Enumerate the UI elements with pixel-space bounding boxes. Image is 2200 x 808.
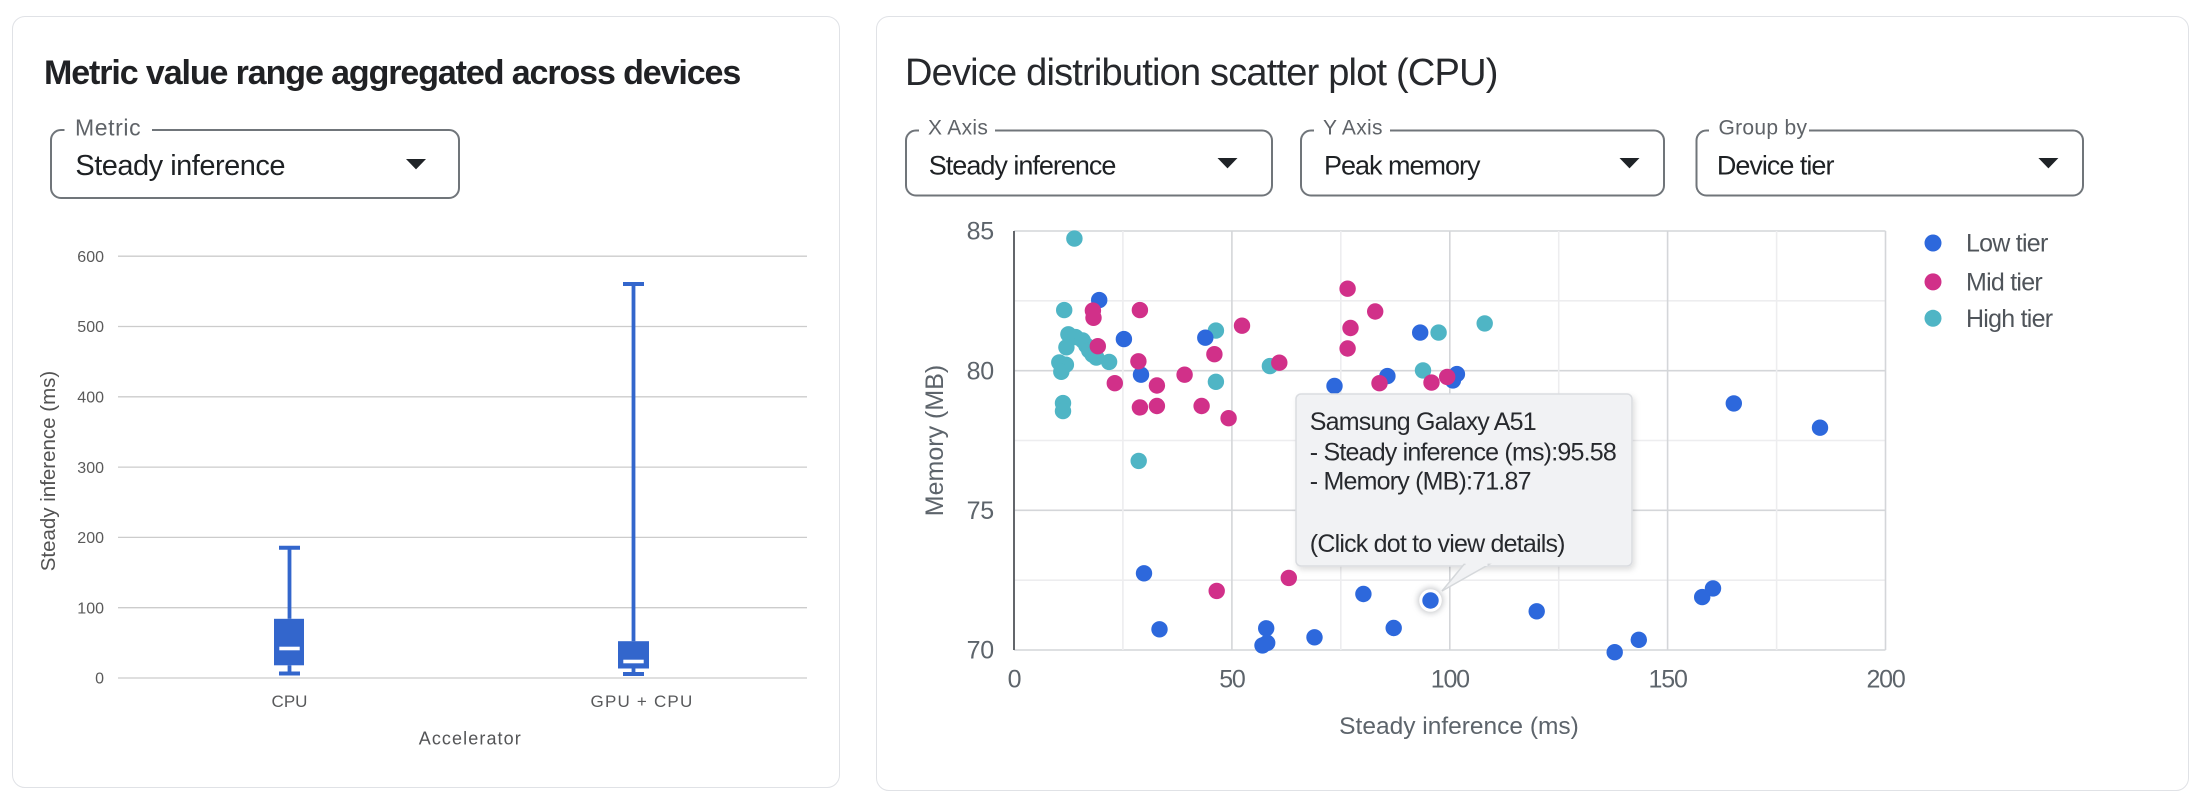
svg-text:Peak memory: Peak memory (1324, 151, 1481, 181)
svg-text:300: 300 (77, 460, 104, 477)
svg-text:Steady inference: Steady inference (75, 150, 285, 182)
svg-text:75: 75 (967, 497, 994, 525)
svg-text:X Axis: X Axis (928, 117, 988, 140)
svg-text:Metric value range aggregated: Metric value range aggregated across dev… (44, 54, 740, 92)
svg-text:Mid tier: Mid tier (1966, 269, 2042, 297)
svg-text:85: 85 (967, 218, 994, 246)
svg-text:150: 150 (1649, 666, 1687, 694)
svg-text:CPU: CPU (272, 692, 308, 711)
svg-text:100: 100 (1431, 666, 1469, 694)
svg-text:400: 400 (77, 390, 104, 407)
svg-text:0: 0 (1008, 666, 1021, 694)
svg-text:Metric: Metric (75, 115, 141, 141)
svg-text:Steady inference (ms): Steady inference (ms) (1339, 713, 1579, 740)
svg-text:50: 50 (1219, 666, 1245, 694)
svg-text:Low tier: Low tier (1966, 230, 2048, 258)
svg-text:Samsung Galaxy A51: Samsung Galaxy A51 (1310, 408, 1536, 436)
svg-text:200: 200 (1866, 666, 1904, 694)
svg-text:- Steady inference (ms):95.58: - Steady inference (ms):95.58 (1310, 439, 1616, 467)
svg-text:- Memory (MB):71.87: - Memory (MB):71.87 (1310, 467, 1531, 495)
svg-text:High tier: High tier (1966, 305, 2053, 333)
svg-text:600: 600 (77, 249, 104, 266)
svg-text:(Click dot to view details): (Click dot to view details) (1310, 530, 1565, 558)
svg-text:Steady inference: Steady inference (929, 151, 1116, 181)
svg-text:Steady inference (ms): Steady inference (ms) (37, 371, 60, 572)
svg-text:Group by: Group by (1719, 117, 1808, 140)
svg-text:Y Axis: Y Axis (1323, 117, 1383, 140)
svg-text:200: 200 (77, 530, 104, 547)
svg-text:GPU + CPU: GPU + CPU (591, 692, 694, 711)
svg-text:Accelerator: Accelerator (419, 729, 522, 749)
svg-text:Device distribution scatter pl: Device distribution scatter plot (CPU) (905, 52, 1498, 94)
svg-text:0: 0 (95, 671, 104, 688)
svg-text:100: 100 (77, 600, 104, 617)
svg-text:Memory (MB): Memory (MB) (921, 365, 949, 516)
svg-text:Device tier: Device tier (1717, 151, 1835, 181)
svg-text:70: 70 (967, 637, 994, 665)
svg-text:500: 500 (77, 319, 104, 336)
svg-text:80: 80 (967, 357, 994, 385)
